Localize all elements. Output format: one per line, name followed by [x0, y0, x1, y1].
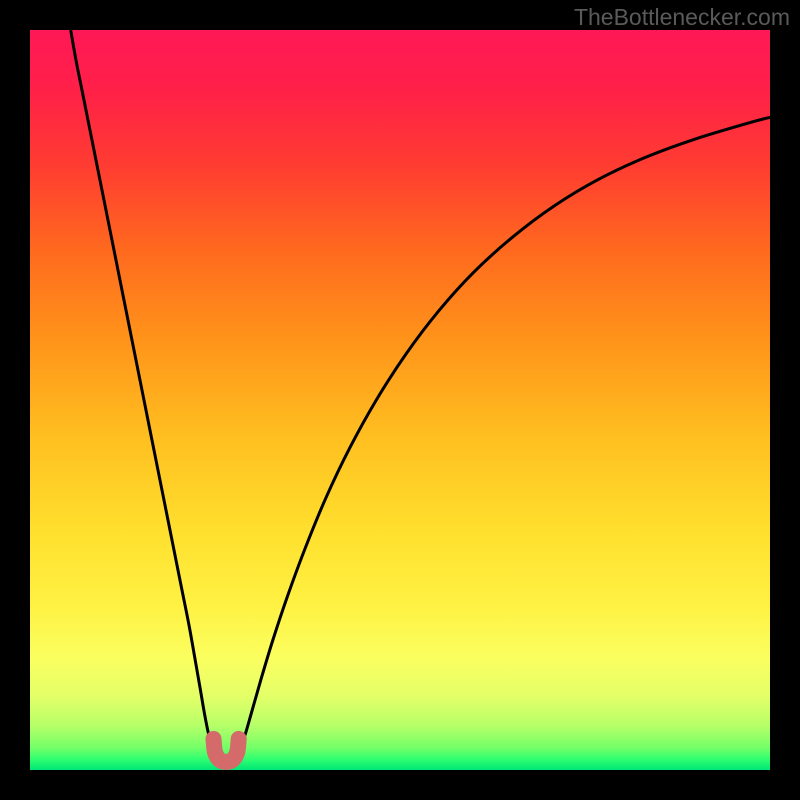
watermark-text: TheBottlenecker.com: [574, 4, 790, 31]
chart-plot-bg: [30, 30, 770, 770]
chart-container: TheBottlenecker.com: [0, 0, 800, 800]
chart-svg: [0, 0, 800, 800]
